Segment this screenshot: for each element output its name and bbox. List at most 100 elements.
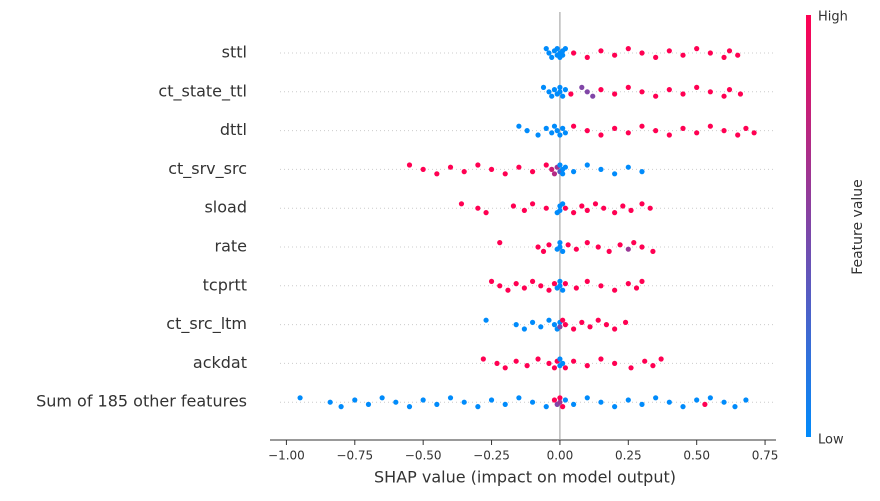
shap-point <box>546 317 552 323</box>
shap-point <box>579 319 585 325</box>
shap-point <box>502 365 508 371</box>
shap-point <box>650 248 656 254</box>
feature-label: sload <box>204 198 247 217</box>
shap-point <box>639 89 645 95</box>
shap-point <box>721 93 727 99</box>
shap-point <box>529 399 536 405</box>
shap-point <box>735 132 741 138</box>
shap-point <box>680 52 686 58</box>
shap-point <box>592 201 599 207</box>
shap-point <box>560 248 566 254</box>
shap-point <box>612 125 618 131</box>
colorbar-high: High <box>818 10 848 25</box>
shap-point <box>737 91 744 97</box>
feature-label: tcprtt <box>203 275 247 294</box>
shap-point <box>393 399 399 405</box>
shap-point <box>633 285 640 291</box>
colorbar <box>806 15 811 437</box>
shap-point <box>658 356 664 362</box>
shap-point <box>554 46 560 52</box>
shap-point <box>521 326 527 332</box>
x-tick-label: 0.00 <box>547 449 574 463</box>
shap-point <box>751 130 757 136</box>
shap-point <box>603 322 610 328</box>
shap-point <box>653 128 659 134</box>
shap-point <box>546 242 552 248</box>
shap-point <box>406 404 413 410</box>
shap-point <box>557 395 563 401</box>
shap-point <box>557 278 563 284</box>
shap-point <box>625 84 631 90</box>
shap-point <box>497 283 503 289</box>
shap-point <box>571 358 577 364</box>
shap-point <box>666 48 672 54</box>
shap-point <box>549 166 555 172</box>
shap-point <box>551 171 558 177</box>
shap-point <box>557 240 563 246</box>
shap-point <box>584 395 590 401</box>
shap-point <box>494 360 500 366</box>
shap-point <box>584 89 590 95</box>
shap-point <box>612 326 618 332</box>
shap-point <box>639 278 645 284</box>
shap-point <box>707 89 713 95</box>
shap-point <box>483 210 489 216</box>
shap-point <box>625 164 631 170</box>
shap-point <box>639 169 645 175</box>
shap-point <box>560 93 566 99</box>
x-tick-label: −0.25 <box>473 449 510 463</box>
shap-point <box>434 401 440 407</box>
shap-point <box>562 322 568 328</box>
shap-point <box>529 201 536 207</box>
colorbar-label: Feature value <box>850 179 866 275</box>
shap-point <box>628 207 634 213</box>
shap-point <box>595 317 601 323</box>
shap-point <box>535 356 541 362</box>
shap-point <box>565 242 571 248</box>
shap-point <box>516 123 522 129</box>
shap-point <box>598 87 604 93</box>
shap-point <box>560 201 566 207</box>
shap-point <box>562 281 568 287</box>
shap-point <box>297 395 303 401</box>
shap-point <box>642 358 648 364</box>
shap-point <box>406 162 413 168</box>
shap-point <box>560 125 566 131</box>
shap-point <box>551 397 558 403</box>
shap-point <box>535 244 541 250</box>
shap-point <box>726 48 733 54</box>
shap-point <box>639 401 645 407</box>
shap-point <box>653 93 659 99</box>
shap-point <box>625 246 631 252</box>
shap-point <box>557 84 563 90</box>
shap-point <box>650 363 656 369</box>
shap-point <box>571 210 577 216</box>
shap-point <box>538 324 544 330</box>
shap-point <box>612 404 618 410</box>
shap-point <box>573 285 579 291</box>
shap-point <box>631 240 637 246</box>
shap-point <box>535 132 541 138</box>
shap-point <box>540 248 547 254</box>
shap-point <box>571 401 577 407</box>
shap-point <box>549 54 555 61</box>
shap-point <box>557 399 563 405</box>
shap-point <box>480 356 486 362</box>
shap-point <box>612 287 618 293</box>
shap-point <box>524 128 530 134</box>
shap-point <box>557 244 563 250</box>
shap-point <box>653 395 659 401</box>
feature-label: Sum of 185 other features <box>36 392 247 411</box>
shap-point <box>529 319 536 325</box>
shap-point <box>557 324 563 330</box>
shap-point <box>568 91 574 97</box>
shap-point <box>497 240 503 246</box>
shap-point <box>543 162 549 168</box>
shap-point <box>587 324 593 330</box>
shap-point <box>420 166 426 172</box>
x-tick-label: 0.75 <box>752 449 779 463</box>
x-tick-label: −0.75 <box>336 449 373 463</box>
shap-point <box>543 205 549 211</box>
shap-point <box>562 46 568 52</box>
shap-point <box>590 93 596 99</box>
